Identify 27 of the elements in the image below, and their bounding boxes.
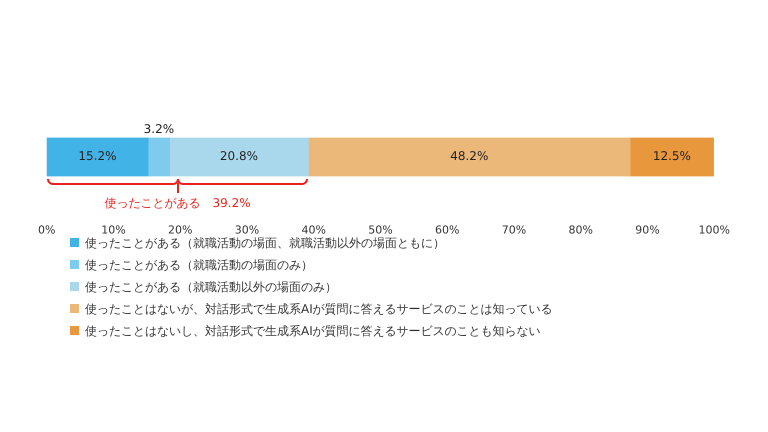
bar <box>46 138 149 176</box>
x-tick-label: 60% <box>435 223 460 236</box>
data-label: 12.5% <box>652 149 691 164</box>
bar <box>169 138 309 176</box>
legend-label: 使ったことはないが、対話形式で生成系AIが質問に答えるサービスのことは知っている <box>85 302 553 316</box>
bar <box>630 138 714 176</box>
legend-label: 使ったことがある（就職活動の場面、就職活動以外の場面ともに） <box>85 236 445 250</box>
text: 使ったことがある 39.2% <box>104 195 251 212</box>
x-tick-label: 40% <box>302 223 326 236</box>
legend-label: 使ったことがある（就職活動の場面のみ） <box>85 258 313 272</box>
x-tick-label: 80% <box>568 223 593 236</box>
x-tick-label: 100% <box>698 223 730 236</box>
x-tick-label: 0% <box>38 223 56 236</box>
bar <box>308 138 630 176</box>
legend-label: 使ったことはないし、対話形式で生成系AIが質問に答えるサービスのことも知らない <box>85 324 541 338</box>
x-tick-label: 50% <box>368 223 393 236</box>
x-tick-label: 70% <box>502 223 526 236</box>
x-tick-label: 90% <box>635 223 660 236</box>
legend-label: 使ったことがある（就職活動以外の場面のみ） <box>85 280 337 294</box>
x-tick-label: 30% <box>234 223 260 236</box>
x-tick-label: 10% <box>101 223 126 236</box>
data-label: 3.2% <box>144 122 174 136</box>
data-label: 15.2% <box>78 149 117 164</box>
data-label: 48.2% <box>450 149 488 164</box>
bar <box>148 138 170 176</box>
data-label: 20.8% <box>220 149 258 164</box>
x-tick-label: 20% <box>168 223 192 236</box>
